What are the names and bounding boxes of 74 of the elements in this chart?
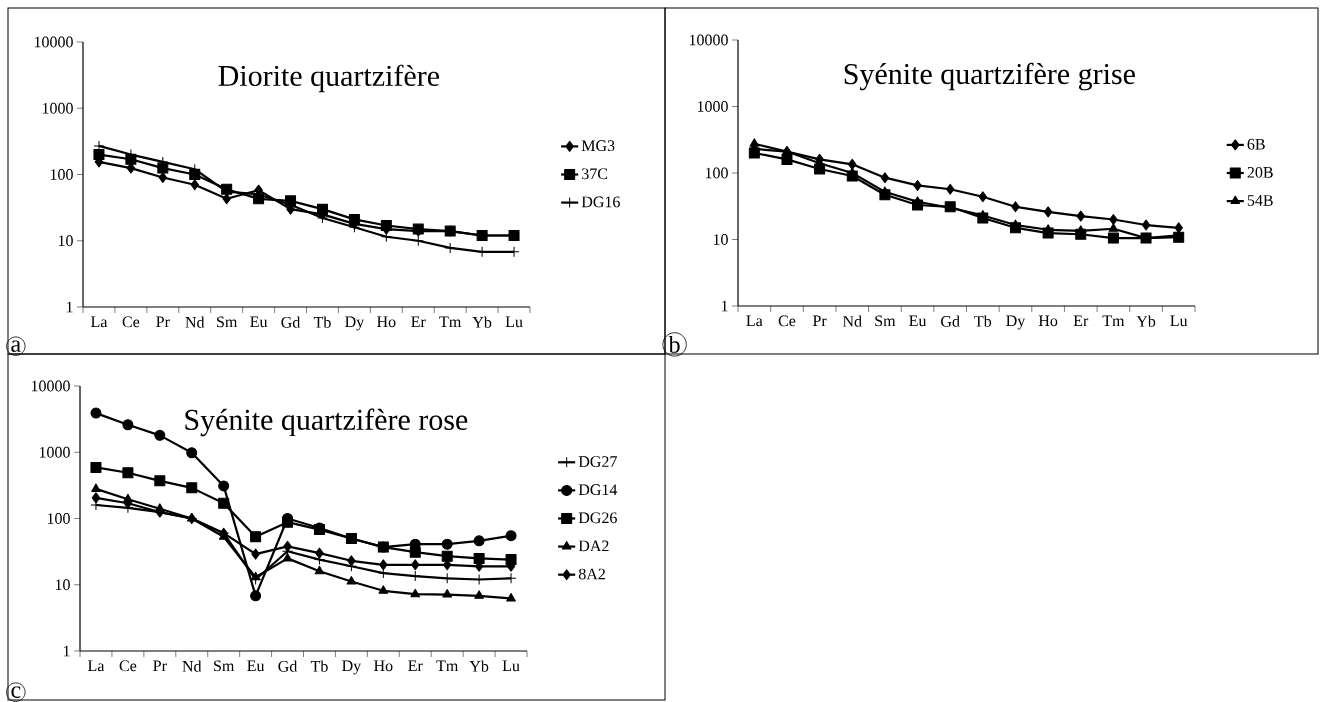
x-tick-label: Ce: [778, 315, 796, 327]
x-tick-label: Tb: [310, 660, 328, 672]
x-tick-label: Ce: [119, 660, 137, 672]
x-tick-label: La: [87, 660, 105, 672]
x-tick-label: Yb: [1136, 315, 1156, 327]
x-tick-label: Pr: [156, 316, 170, 327]
y-tick-label: 10: [58, 235, 73, 247]
text: Syénite quartzifère rose: [185, 408, 468, 437]
x-tick-label: Gd: [278, 660, 298, 672]
x-tick-label: Tm: [1102, 315, 1125, 326]
x-tick-label: Nd: [185, 316, 205, 328]
x-tick-label: Gd: [281, 316, 301, 328]
x-tick-label: Yb: [472, 316, 492, 328]
x-tick-label: Pr: [153, 660, 167, 671]
y-tick-label: 100: [705, 167, 728, 179]
y-tick-label: 1: [63, 645, 70, 657]
x-tick-label: Ho: [377, 316, 396, 328]
x-tick-label: Ce: [122, 316, 140, 328]
x-tick-label: La: [746, 315, 763, 327]
x-tick-label: Eu: [250, 316, 268, 328]
x-tick-label: Lu: [505, 316, 523, 328]
y-tick-label: 10000: [34, 36, 73, 48]
legend-label: 20B: [1247, 166, 1273, 178]
legend-label: 8A2: [578, 568, 605, 580]
legend-label: 54B: [1247, 195, 1273, 206]
y-tick-label: 10: [713, 234, 728, 245]
x-tick-label: Ho: [374, 660, 393, 672]
x-tick-label: Lu: [502, 660, 520, 672]
x-tick-label: Nd: [182, 660, 202, 672]
y-tick-label: 1: [721, 300, 728, 312]
text: c: [11, 686, 21, 698]
text: Diorite quartzifère: [218, 64, 440, 93]
x-tick-label: Eu: [247, 660, 265, 672]
x-tick-label: Dy: [1006, 315, 1026, 330]
legend-label: DG16: [581, 196, 620, 208]
x-tick-label: Pr: [812, 315, 827, 326]
text: b: [668, 335, 680, 353]
legend-label: DG14: [578, 484, 618, 496]
x-tick-label: Sm: [214, 660, 235, 672]
x-tick-label: Lu: [1170, 315, 1188, 327]
y-tick-label: 100: [47, 513, 70, 524]
legend-label: 6B: [1247, 138, 1265, 150]
y-tick-label: 1000: [697, 101, 728, 112]
legend-label: DA2: [578, 540, 609, 552]
y-tick-label: 1000: [39, 446, 70, 458]
x-tick-label: Er: [408, 660, 423, 671]
y-tick-label: 100: [50, 169, 73, 180]
y-tick-label: 10000: [31, 380, 70, 392]
x-tick-label: Er: [411, 316, 426, 327]
x-tick-label: Yb: [469, 660, 489, 672]
y-tick-label: 1000: [42, 102, 73, 114]
legend-label: MG3: [581, 140, 615, 152]
legend-label: 37C: [582, 168, 608, 180]
x-tick-label: La: [90, 316, 108, 328]
x-tick-label: Dy: [345, 316, 365, 331]
x-tick-label: Sm: [875, 315, 896, 327]
x-tick-label: Dy: [342, 660, 362, 675]
x-tick-label: Sm: [217, 316, 238, 328]
x-tick-label: Gd: [941, 315, 960, 327]
text: Syénite quartzifère grise: [844, 62, 1135, 91]
y-tick-label: 10: [55, 579, 70, 591]
x-tick-label: Tb: [313, 316, 331, 328]
y-tick-label: 10000: [689, 34, 728, 46]
text: a: [11, 340, 21, 352]
x-tick-label: Nd: [842, 315, 862, 327]
y-tick-label: 1: [66, 301, 73, 313]
x-tick-label: Eu: [909, 315, 927, 327]
x-tick-label: Er: [1073, 315, 1089, 326]
legend-label: DG26: [578, 512, 617, 524]
x-tick-label: Ho: [1038, 315, 1058, 327]
x-tick-label: Tm: [436, 660, 459, 671]
legend-label: DG27: [578, 456, 617, 467]
x-tick-label: Tm: [439, 316, 462, 327]
x-tick-label: Tb: [974, 315, 992, 327]
